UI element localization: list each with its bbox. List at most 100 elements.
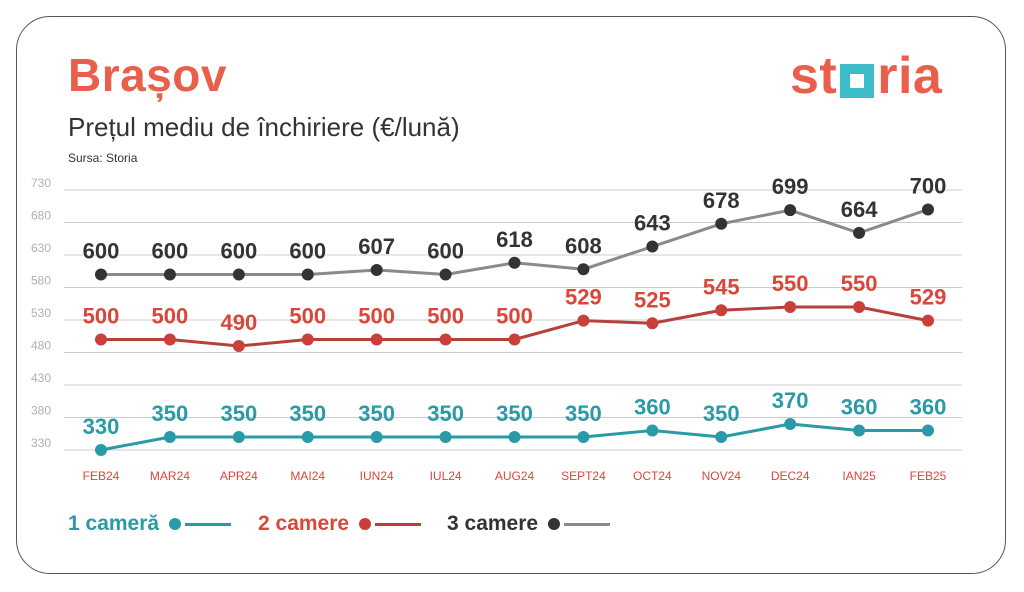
city-title: Brașov — [68, 49, 227, 101]
data-label: 678 — [703, 188, 740, 213]
data-point — [301, 268, 314, 281]
data-point — [715, 304, 728, 317]
data-point — [577, 314, 590, 327]
x-tick-label: SEPT24 — [561, 469, 606, 483]
y-tick-label: 480 — [31, 339, 51, 353]
data-label: 525 — [634, 287, 671, 312]
data-label: 350 — [152, 401, 189, 426]
data-label: 360 — [841, 395, 878, 420]
data-label: 490 — [220, 310, 257, 335]
data-label: 350 — [496, 401, 533, 426]
x-tick-label: IAN25 — [842, 469, 876, 483]
y-tick-label: 730 — [31, 176, 51, 190]
data-point — [784, 301, 797, 313]
data-label: 607 — [358, 234, 395, 259]
legend-line-3 — [564, 522, 611, 526]
data-label: 500 — [289, 304, 326, 329]
data-point — [922, 424, 934, 437]
data-label: 600 — [220, 239, 257, 264]
legend-item-3: 3 camere — [447, 512, 611, 536]
legend-line-1 — [185, 522, 232, 526]
data-point — [163, 268, 176, 281]
legend-item-1: 1 cameră — [68, 512, 232, 536]
data-label: 550 — [772, 271, 809, 296]
data-label: 350 — [703, 401, 740, 426]
data-label: 330 — [83, 414, 120, 439]
series-2: 500 500 490 500 500 500 500 529 525 545 550 550 529 — [83, 271, 946, 352]
data-point — [232, 340, 245, 352]
legend-label-2: 2 camere — [258, 512, 350, 535]
logo-text-right: ria — [877, 47, 943, 105]
storia-logo: st ria — [790, 50, 942, 102]
x-tick-label: MAI24 — [290, 469, 325, 483]
data-label: 600 — [427, 239, 464, 264]
data-point — [853, 424, 866, 437]
data-point — [439, 268, 452, 281]
data-point — [646, 424, 659, 437]
x-tick-label: OCT24 — [633, 469, 672, 483]
legend-label-1: 1 cameră — [68, 512, 160, 535]
data-point — [784, 204, 797, 217]
data-point — [163, 333, 176, 346]
y-axis-ticks: 330 380 430 480 530 580 630 680 730 — [31, 176, 51, 450]
legend-item-2: 2 camere — [258, 512, 422, 536]
data-label: 350 — [427, 401, 464, 426]
data-point — [853, 301, 866, 313]
data-point — [439, 431, 452, 443]
data-label: 500 — [83, 304, 120, 329]
data-point — [508, 333, 521, 346]
data-point — [370, 333, 383, 346]
data-point — [577, 263, 590, 276]
data-label: 500 — [427, 304, 464, 329]
data-point — [646, 317, 659, 330]
data-point — [646, 240, 659, 253]
data-point — [922, 314, 934, 327]
x-tick-label: IUN24 — [360, 469, 394, 483]
data-point — [922, 203, 934, 216]
data-label: 370 — [772, 388, 809, 413]
data-point — [439, 333, 452, 346]
data-label: 618 — [496, 227, 533, 252]
data-label: 360 — [910, 395, 947, 420]
x-tick-label: AUG24 — [495, 469, 535, 483]
chart-subtitle: Prețul mediu de închiriere (€/lună) — [68, 112, 460, 142]
y-tick-label: 680 — [31, 209, 51, 223]
data-point — [784, 418, 797, 430]
legend-marker-2-icon — [359, 518, 372, 530]
data-label: 600 — [83, 239, 120, 264]
legend-line-2 — [375, 522, 422, 526]
y-tick-label: 330 — [31, 436, 51, 450]
x-tick-label: NOV24 — [702, 469, 742, 483]
data-point — [370, 263, 383, 276]
data-label: 529 — [565, 285, 602, 310]
data-point — [370, 431, 383, 443]
data-label: 350 — [565, 401, 602, 426]
data-label: 500 — [496, 304, 533, 329]
data-label: 664 — [841, 197, 878, 222]
data-label: 699 — [772, 174, 809, 199]
data-point — [232, 431, 245, 443]
legend-marker-1-icon — [169, 518, 182, 530]
data-point — [301, 333, 314, 346]
logo-text-left: st — [790, 47, 838, 105]
logo-square-icon — [840, 64, 875, 98]
y-tick-label: 430 — [31, 371, 51, 385]
data-label: 360 — [634, 395, 671, 420]
data-label: 350 — [220, 401, 257, 426]
data-point — [232, 268, 245, 281]
y-tick-label: 630 — [31, 241, 51, 255]
data-point — [715, 217, 728, 230]
data-point — [577, 431, 590, 443]
data-point — [508, 431, 521, 443]
data-label: 550 — [841, 271, 878, 296]
data-point — [715, 431, 728, 443]
data-label: 600 — [152, 239, 189, 264]
data-point — [95, 268, 107, 281]
x-tick-label: DEC24 — [771, 469, 810, 483]
data-point — [95, 333, 107, 346]
source-note: Sursa: Storia — [68, 151, 138, 165]
data-label: 608 — [565, 233, 602, 258]
data-point — [853, 226, 866, 239]
x-tick-label: IUL24 — [430, 469, 462, 483]
